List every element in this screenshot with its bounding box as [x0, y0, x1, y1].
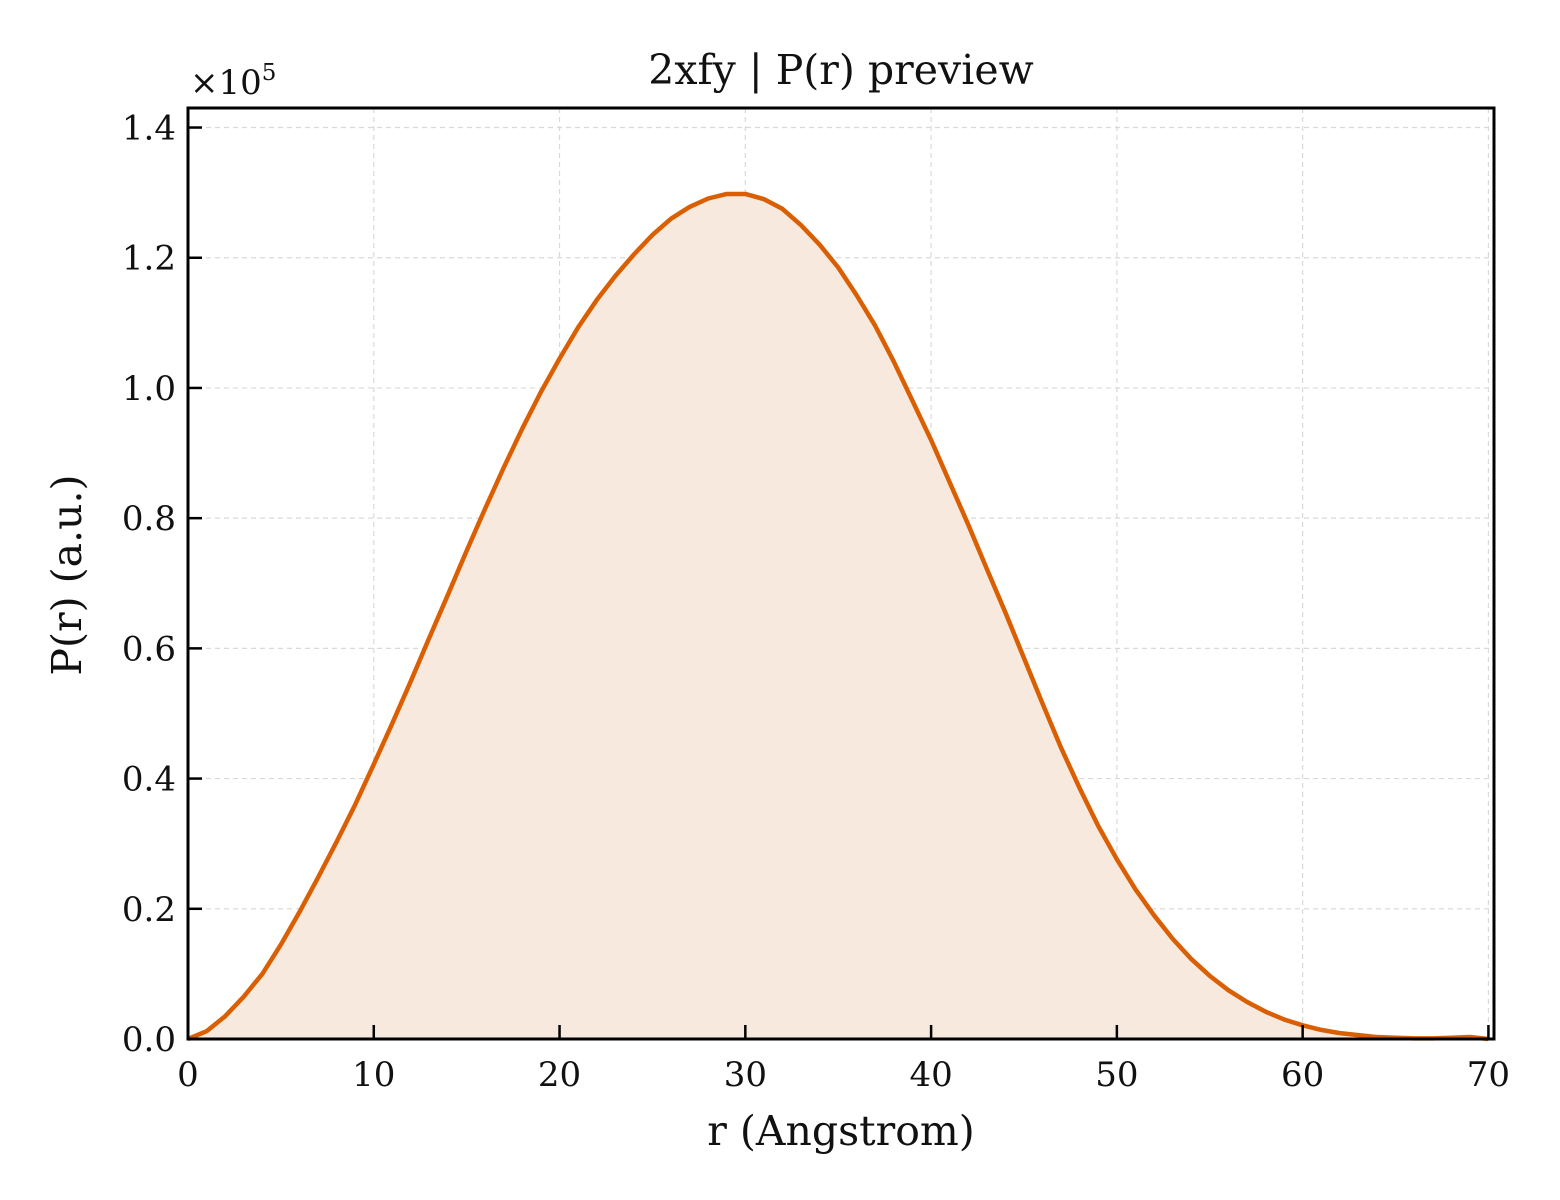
y-tick-label: 0.0: [122, 1020, 176, 1060]
y-tick-label: 0.4: [122, 760, 176, 800]
x-tick-label: 50: [1095, 1055, 1138, 1095]
plot-frame: [186, 106, 1496, 1041]
x-tick-label: 0: [177, 1055, 199, 1095]
y-tick-label: 0.6: [122, 629, 176, 669]
x-tick-label: 60: [1281, 1055, 1324, 1095]
y-axis-label: P(r) (a.u.): [43, 474, 91, 675]
y-tick-label: 1.2: [122, 239, 176, 279]
y-tick-label: 1.4: [122, 109, 176, 149]
x-tick-label: 70: [1467, 1055, 1510, 1095]
axis-ticks: 0 10 20 30 40 50 60 70 0.0 0.2 0.4 0.6 0.8 1.0 1.2 1.4: [122, 109, 1510, 1095]
x-tick-label: 20: [538, 1055, 581, 1095]
x-tick-label: 10: [352, 1055, 395, 1095]
x-axis-label: r (Angstrom): [707, 1107, 975, 1155]
x-tick-label: 30: [724, 1055, 767, 1095]
y-offset-exponent: 5: [262, 60, 277, 86]
y-tick-label: 0.8: [122, 499, 176, 539]
x-tick-label: 40: [909, 1055, 952, 1095]
y-tick-label: 0.2: [122, 890, 176, 930]
chart-title: 2xfy | P(r) preview: [648, 46, 1033, 94]
y-offset-label: ×105: [190, 60, 276, 103]
series-line: [187, 191, 1489, 1042]
y-tick-label: 1.0: [122, 369, 176, 409]
y-offset-base: ×10: [190, 63, 262, 103]
area-fill: [188, 193, 1489, 1039]
